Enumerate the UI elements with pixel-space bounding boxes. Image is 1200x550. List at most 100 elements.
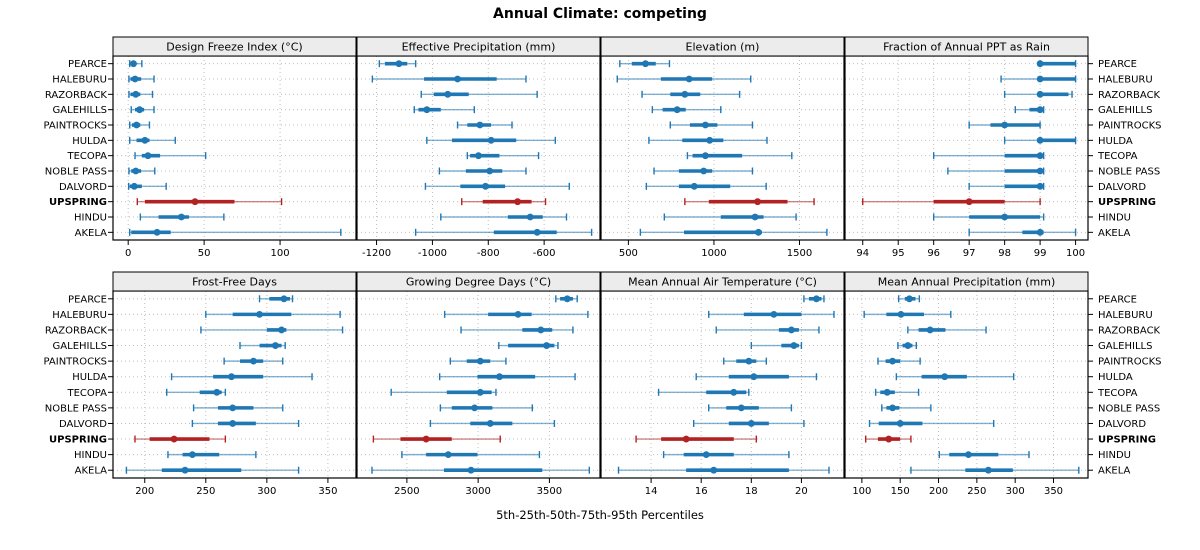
interval-paintrocks: [723, 357, 768, 365]
median-dot: [889, 357, 896, 365]
median-dot: [897, 310, 905, 318]
median-dot: [144, 152, 152, 160]
median-dot: [883, 388, 891, 396]
interval-tecopa: [466, 152, 540, 160]
x-tick-label: 200: [929, 486, 948, 497]
strip-header: [112, 36, 357, 57]
panel-title: Frost-Free Days: [192, 276, 277, 289]
median-dot: [755, 228, 762, 236]
interval-noble-pass: [438, 167, 527, 175]
median-dot: [1036, 60, 1044, 68]
panel-title: Elevation (m): [686, 41, 760, 54]
interval-hulda: [426, 136, 557, 144]
x-tick-label: 1000: [701, 248, 726, 259]
median-dot: [280, 295, 288, 303]
interval-pearce: [803, 295, 825, 303]
site-label-left-akela: AKELA: [75, 466, 108, 477]
median-dot: [751, 213, 759, 221]
site-label-right-akela: AKELA: [1098, 466, 1131, 477]
interval-upspring: [136, 198, 283, 206]
x-tick-label: 300: [257, 486, 276, 497]
interval-hulda: [438, 373, 576, 381]
interval-galehills: [750, 342, 803, 350]
site-label-right-haleburu: HALEBURU: [1098, 310, 1153, 321]
site-label-right-hulda: HULDA: [1098, 372, 1133, 383]
median-dot: [533, 228, 541, 236]
x-tick-label: 350: [1044, 486, 1063, 497]
interval-upspring: [635, 435, 758, 443]
median-dot: [965, 451, 972, 459]
median-dot: [1036, 228, 1044, 236]
interval-tecopa: [166, 388, 227, 396]
interval-hulda: [648, 136, 768, 144]
interval-tecopa: [932, 152, 1045, 160]
x-tick-label: 98: [998, 248, 1011, 259]
interval-hindu: [662, 451, 790, 459]
median-dot: [229, 420, 237, 427]
site-label-left-dalvord: DALVORD: [59, 182, 107, 193]
x-tick-label: -600: [533, 248, 556, 259]
chart-title: Annual Climate: competing: [493, 6, 707, 22]
median-dot: [543, 342, 550, 349]
site-label-left-tecopa: TECOPA: [66, 388, 107, 399]
x-tick-label: 3000: [465, 486, 490, 497]
interval-galehills: [651, 106, 722, 114]
site-label-right-dalvord: DALVORD: [1098, 419, 1146, 430]
panel-effective-precipitation-(mm): -1200 -1000 -800 -600 Effective Precipitatio…: [356, 36, 601, 259]
median-dot: [526, 213, 534, 221]
median-dot: [170, 435, 178, 443]
interval-dalvord: [424, 182, 570, 190]
x-tick-label: 100: [271, 248, 290, 259]
strip-header: [112, 271, 357, 292]
median-dot: [682, 435, 690, 443]
interval-noble-pass: [192, 404, 284, 412]
median-dot: [730, 388, 738, 396]
median-dot: [750, 373, 758, 381]
median-dot: [467, 466, 475, 474]
panel-elevation-(m): 500 1000 1500 Elevation (m): [600, 36, 845, 259]
interval-hindu: [663, 213, 797, 221]
median-dot: [737, 404, 745, 412]
median-dot: [1036, 106, 1044, 114]
median-dot: [673, 106, 681, 114]
interval-noble-pass: [881, 404, 932, 412]
panel-design-freeze-index-(°c): 0 50 100 Design Freeze Index (°C): [108, 36, 357, 259]
site-label-left-noble-pass: NOBLE PASS: [45, 403, 107, 414]
interval-akela: [125, 466, 300, 474]
site-label-right-dalvord: DALVORD: [1098, 182, 1146, 193]
interval-noble-pass: [708, 404, 793, 412]
site-label-left-pearce: PEARCE: [68, 59, 107, 70]
site-label-right-galehills: GALEHILLS: [1098, 105, 1152, 116]
site-label-left-paintrocks: PAINTROCKS: [44, 357, 107, 368]
interval-haleburu: [205, 310, 341, 318]
interval-hindu: [167, 451, 257, 459]
median-dot: [685, 75, 693, 83]
site-label-right-paintrocks: PAINTROCKS: [1098, 121, 1161, 132]
interval-tecopa: [686, 152, 793, 160]
interval-pearce: [1036, 60, 1077, 68]
median-dot: [537, 326, 545, 334]
site-label-left-hindu: HINDU: [74, 213, 107, 224]
x-tick-label: 350: [318, 486, 337, 497]
interval-hindu: [440, 213, 568, 221]
interval-noble-pass: [947, 167, 1045, 175]
x-tick-label: 2500: [394, 486, 419, 497]
interval-haleburu: [863, 310, 952, 318]
panel-border: [600, 55, 845, 241]
x-tick-label: 150: [891, 486, 910, 497]
x-tick-label: 95: [892, 248, 905, 259]
median-dot: [482, 182, 489, 190]
strip-header: [356, 36, 601, 57]
site-label-right-hulda: HULDA: [1098, 136, 1133, 147]
site-label-left-upspring: UPSPRING: [49, 435, 107, 446]
interval-pearce: [619, 60, 671, 68]
median-dot: [130, 60, 137, 68]
panel-border: [356, 55, 601, 241]
interval-tecopa: [390, 388, 497, 396]
interval-paintrocks: [449, 357, 507, 365]
interval-noble-pass: [128, 167, 156, 175]
interval-upspring: [862, 198, 1041, 206]
x-tick-label: 3500: [537, 486, 562, 497]
panel-border: [844, 55, 1089, 241]
x-tick-label: 18: [745, 486, 758, 497]
